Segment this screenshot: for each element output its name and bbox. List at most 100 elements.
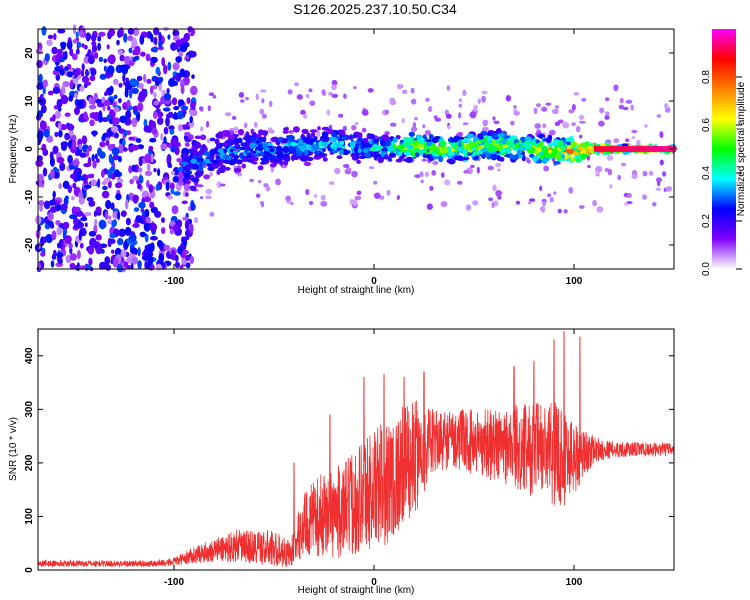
spectrogram-cell [470,164,475,169]
spectrogram-cell [331,79,338,86]
spectrogram-cell [36,60,43,68]
spectrogram-cell [336,155,343,160]
spectrogram-cell [429,185,434,191]
spectrogram-cell [83,179,88,185]
spectrogram-cell [604,115,610,120]
spectrogram-cell [133,27,140,37]
spectrogram-cell [462,152,468,156]
spectrogram-cell [146,179,150,188]
spectrogram-cell [229,148,234,153]
spectrogram-cell [414,116,418,121]
figure-title: S126.2025.237.10.50.C34 [293,1,457,17]
spectrogram-cell [539,153,545,160]
spectrogram-cell [178,50,184,58]
spectrogram-cell [79,85,85,92]
spectrogram-cell [562,121,570,129]
spectrogram-cell [124,226,131,236]
spectrogram-cell [127,27,135,35]
spectrogram-cell [240,99,245,103]
spectrogram-cell [144,170,153,177]
spectrogram-cell [466,133,475,139]
spectrogram-cell [510,120,515,126]
spectrogram-cell [158,76,164,83]
spectrogram-cell [176,157,182,163]
spectrogram-cell [172,176,180,183]
spectrogram-cell [652,146,655,152]
spectrogram-cell [233,126,239,133]
spectrogram-cell [125,86,129,93]
spectrogram-cell [55,73,61,81]
spectrogram-cell [88,144,92,152]
spectrogram-cell [190,158,198,164]
spectrogram-cell [146,78,152,84]
spectrogram-cell [269,154,275,161]
spectrogram-cell [60,41,67,48]
spectrogram-cell [384,139,391,147]
spectrogram-cell [290,201,294,206]
spectrogram-cell [81,43,85,48]
spectrogram-cell [536,159,543,164]
spectrogram-cell [198,165,204,172]
spectrogram-cell [74,150,81,156]
spectrogram-cell [92,160,97,169]
spectrogram-cell [209,137,216,142]
spectrogram-cell [170,170,176,175]
spectrogram-cell [163,126,169,135]
spectrogram-cell [447,125,451,130]
spectrogram-cell [398,151,403,157]
spectrogram-cell [40,251,46,257]
spectrogram-cell [321,142,329,148]
spectrogram-cell [659,159,664,166]
spectrogram-cell [190,85,198,96]
spectrogram-cell [457,180,463,185]
spectrogram-cell [181,161,189,166]
spectrogram-cell [116,264,123,273]
spectrogram-cell [249,178,254,183]
spectrogram-cell [427,105,433,113]
spectrogram-cell [575,125,581,133]
spectrogram-cell [458,141,462,148]
spectrogram-cell [440,172,445,179]
spectrogram-cell [575,157,582,163]
spectrogram-cell [322,147,326,152]
spectrogram-cell [578,114,585,121]
spectrogram-cell [224,112,232,117]
spectrogram-cells [34,24,678,273]
spectrogram-cell [100,248,105,254]
spectrogram-cell [379,139,385,146]
spectrogram-cell [83,184,92,189]
spectrogram-cell [412,141,420,146]
spectrogram-cell [83,56,90,64]
spectrogram-cell [481,152,486,160]
spectrogram-cell [525,143,532,150]
spectrogram-cell [94,52,99,59]
spectrogram-cell [547,193,552,198]
spectrogram-cell [72,182,77,189]
spectrogram-cell [387,145,394,152]
spectrogram-cell [183,172,191,179]
spectrogram-cell [36,83,44,90]
spectrogram-cell [184,131,191,137]
spectrogram-cell [149,223,158,232]
spectrogram-cell [604,97,610,102]
spectrogram-cell [59,57,65,63]
spectrogram-cell [102,185,108,191]
spectrogram-cell [101,181,108,185]
spectrogram-cell [376,145,384,150]
spectrogram-cell [68,95,74,102]
spectrogram-cell [503,135,511,139]
spectrogram-cell [351,170,358,178]
spectrogram-cell [182,236,190,241]
spectrogram-y-axis-label: Frequency (Hz) [8,115,19,184]
spectrogram-cell [185,192,189,197]
spectrogram-cell [217,148,224,154]
spectrogram-cell [60,203,68,211]
spectrogram-cell [237,128,245,136]
spectrogram-cell [472,200,479,206]
spectrogram-cell [40,104,47,114]
spectrogram-cell [327,129,335,135]
spectrogram-cell [163,93,172,101]
spectrogram-cell [548,142,554,147]
spectrogram-cell [37,173,44,182]
spectrogram-cell [340,140,345,145]
